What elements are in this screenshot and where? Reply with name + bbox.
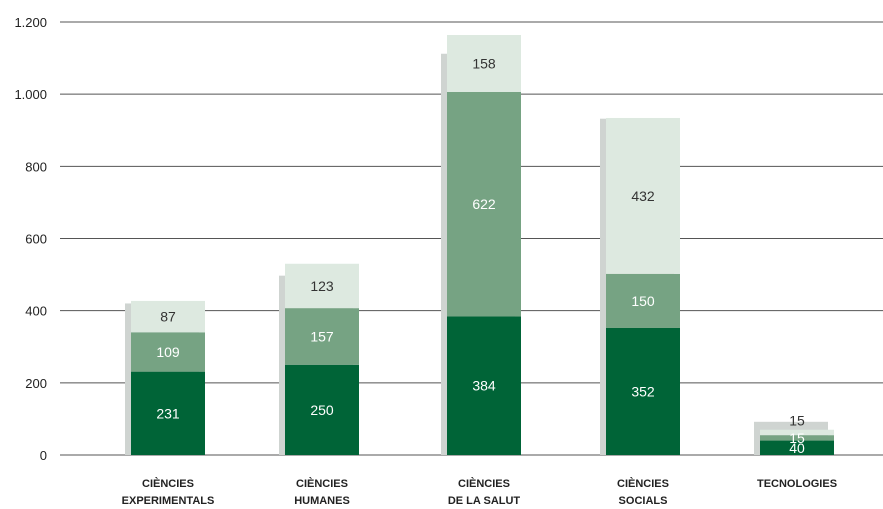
category-label: HUMANES: [294, 495, 350, 507]
category-label: TECNOLOGIES: [757, 478, 837, 490]
bars: 2311098725015712338462215835215043240151…: [125, 34, 834, 456]
y-tick-label: 1.200: [14, 15, 47, 30]
bar-segment: [285, 308, 359, 365]
bar-segment: [131, 371, 205, 455]
value-label: 352: [631, 383, 655, 399]
category-label: SOCIALS: [619, 495, 668, 507]
category-label: EXPERIMENTALS: [122, 495, 215, 507]
value-label: 622: [472, 196, 496, 212]
bar-segment: [285, 364, 359, 455]
y-tick-label: 800: [25, 159, 47, 174]
bar-segment: [285, 263, 359, 309]
category-label: CIÈNCIES: [142, 477, 194, 490]
value-label: 157: [310, 328, 334, 344]
bar-segment: [606, 327, 680, 455]
y-axis-ticks: 0 200 400 600 800 1.000 1.200: [14, 15, 47, 463]
bar-segment: [606, 117, 680, 274]
category-label: CIÈNCIES: [617, 477, 669, 490]
bar-segment: [447, 92, 521, 317]
y-tick-label: 200: [25, 376, 47, 391]
value-label: 250: [310, 402, 334, 418]
value-label: 231: [156, 405, 180, 421]
bar-segment: [447, 34, 521, 93]
value-label: 123: [310, 278, 334, 294]
y-tick-label: 600: [25, 232, 47, 247]
y-tick-label: 0: [40, 448, 47, 463]
value-label: 40: [789, 440, 805, 456]
value-label: 150: [631, 293, 655, 309]
value-label: 384: [472, 378, 496, 394]
value-label: 87: [160, 309, 176, 325]
bar-segment: [760, 440, 834, 455]
y-tick-label: 1.000: [14, 87, 47, 102]
y-tick-label: 400: [25, 304, 47, 319]
value-label: 15: [789, 413, 805, 429]
category-label: CIÈNCIES: [296, 477, 348, 490]
bar-segment: [606, 273, 680, 328]
category-label: CIÈNCIES: [458, 477, 510, 490]
value-label: 15: [789, 430, 805, 446]
value-label: 109: [156, 344, 180, 360]
category-label: DE LA SALUT: [448, 495, 521, 507]
bar-segment: [131, 332, 205, 372]
bar-segment: [131, 300, 205, 333]
bar-segment: [760, 429, 834, 436]
x-axis-labels: CIÈNCIES EXPERIMENTALS CIÈNCIES HUMANES CIÈN…: [122, 477, 837, 507]
bar-segment: [447, 316, 521, 455]
value-label: 158: [472, 55, 496, 71]
value-label: 432: [631, 188, 655, 204]
bar-segment: [760, 435, 834, 441]
